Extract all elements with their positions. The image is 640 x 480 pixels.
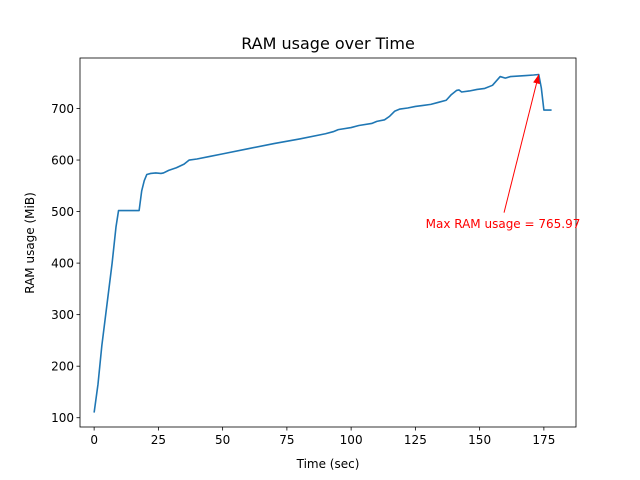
y-tick-label: 200 xyxy=(51,360,74,374)
ram-usage-line xyxy=(93,73,552,413)
annotation-arrow-head xyxy=(533,74,540,85)
x-tick-label: 50 xyxy=(215,433,230,447)
y-tick-label: 400 xyxy=(51,257,74,271)
y-tick-label: 100 xyxy=(51,411,74,425)
x-tick-label: 175 xyxy=(532,433,555,447)
max-ram-annotation-text: Max RAM usage = 765.97 xyxy=(426,217,581,231)
x-axis-label: Time (sec) xyxy=(296,457,360,471)
x-tick-label: 125 xyxy=(404,433,427,447)
y-tick-label: 300 xyxy=(51,308,74,322)
x-tick-label: 25 xyxy=(151,433,166,447)
chart-title: RAM usage over Time xyxy=(241,34,415,53)
annotation-arrow-shaft xyxy=(503,74,540,213)
plot-area: 0 25 50 75 100 125 150 175 100 200 300 400 500 600 700 xyxy=(51,57,577,447)
y-tick-label: 700 xyxy=(51,102,74,116)
x-tick-label: 150 xyxy=(468,433,491,447)
x-tick-label: 75 xyxy=(279,433,294,447)
x-tick-label: 100 xyxy=(340,433,363,447)
plot-frame xyxy=(79,57,577,428)
x-tick-label: 0 xyxy=(90,433,98,447)
y-tick-label: 600 xyxy=(51,154,74,168)
y-axis-label: RAM usage (MiB) xyxy=(23,192,37,294)
y-tick-label: 500 xyxy=(51,205,74,219)
